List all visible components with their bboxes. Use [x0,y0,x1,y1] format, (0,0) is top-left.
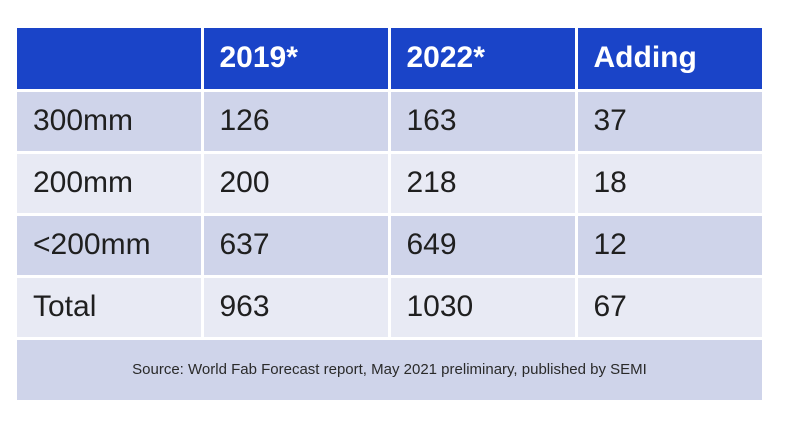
value-cell: 67 [576,276,762,340]
header-cell-adding: Adding [576,28,762,92]
header-cell-2019: 2019* [202,28,391,92]
row-label-cell: Total [17,276,204,340]
value-cell: 37 [576,90,762,154]
table-row: 300mm 126 163 37 [17,90,762,154]
table-row: <200mm 637 649 12 [17,214,762,278]
table-header-row: 2019* 2022* Adding [17,28,762,92]
table-row: Total 963 1030 67 [17,276,762,340]
header-cell-2022: 2022* [389,28,578,92]
value-cell: 1030 [389,276,578,340]
value-cell: 218 [389,152,578,216]
value-cell: 18 [576,152,762,216]
row-label-cell: 200mm [17,152,204,216]
row-label-cell: 300mm [17,90,204,154]
header-cell-empty [17,28,204,92]
table-row: 200mm 200 218 18 [17,152,762,216]
value-cell: 200 [202,152,391,216]
value-cell: 163 [389,90,578,154]
row-label-cell: <200mm [17,214,204,278]
source-note: Source: World Fab Forecast report, May 2… [17,339,762,400]
value-cell: 649 [389,214,578,278]
value-cell: 126 [202,90,391,154]
fab-capacity-table-container: 2019* 2022* Adding 300mm 126 163 37 200m… [17,28,762,400]
fab-capacity-table: 2019* 2022* Adding 300mm 126 163 37 200m… [17,28,762,340]
value-cell: 637 [202,214,391,278]
value-cell: 963 [202,276,391,340]
value-cell: 12 [576,214,762,278]
